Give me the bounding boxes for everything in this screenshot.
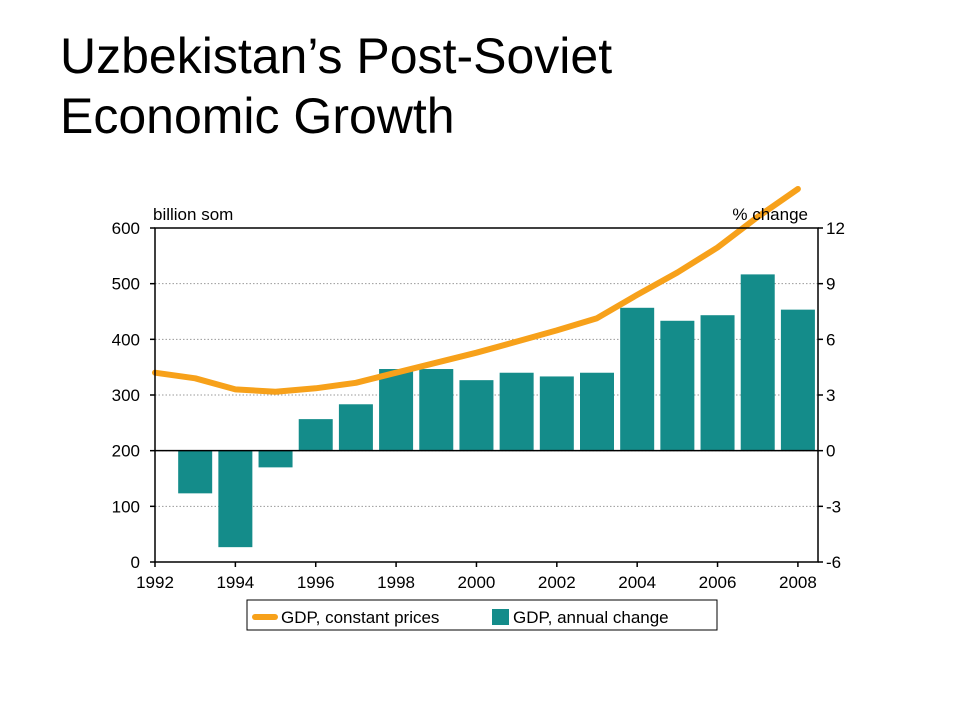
x-axis-tick-label: 1994 [216, 573, 254, 592]
bar-2003 [580, 372, 614, 451]
legend-swatch-bar [492, 609, 509, 625]
x-axis-tick-label: 2000 [458, 573, 496, 592]
bar-1997 [338, 404, 373, 451]
right-axis-tick-label: 12 [826, 219, 845, 238]
bar-series-gdp-annual-change [178, 274, 815, 548]
right-axis-tick-label: -3 [826, 497, 841, 516]
left-axis-unit-label: billion som [153, 205, 233, 224]
legend-box [246, 599, 718, 631]
left-axis-tick-label: 600 [112, 219, 140, 238]
bar-2006 [700, 315, 735, 451]
x-axis-tick-label: 2008 [779, 573, 817, 592]
bar-1993 [178, 450, 213, 494]
left-axis-tick-label: 100 [112, 497, 140, 516]
bar-2005 [660, 320, 695, 451]
right-axis-tick-label: -6 [826, 553, 841, 572]
right-axis-unit-label: % change [732, 205, 808, 224]
bar-1998 [379, 369, 414, 451]
bar-2002 [539, 376, 574, 451]
bar-1995 [258, 450, 293, 468]
gdp-constant-prices-line [152, 186, 801, 395]
right-axis-tick-label: 0 [826, 442, 835, 461]
x-axis-tick-label: 1998 [377, 573, 415, 592]
legend-label-gdp-annual-change: GDP, annual change [513, 608, 669, 627]
left-axis-tick-label: 300 [112, 386, 140, 405]
bar-2007 [740, 274, 775, 451]
left-axis-tick-label: 0 [131, 553, 140, 572]
slide-title-line-1: Uzbekistan’s Post-Soviet [60, 28, 613, 84]
bar-2001 [499, 372, 534, 451]
axis-ticks: 600 500 400 300 200 100 0 12 9 6 3 0 -3 -6 1992 1994 199… [112, 219, 845, 592]
legend: GDP, constant prices GDP, annual change [246, 599, 718, 631]
x-axis-tick-label: 2002 [538, 573, 576, 592]
bar-2000 [459, 380, 494, 451]
x-axis-tick-label: 1992 [136, 573, 174, 592]
legend-label-gdp-constant-prices: GDP, constant prices [281, 608, 439, 627]
slide-title: Uzbekistan’s Post-Soviet Economic Growth [60, 26, 920, 146]
left-axis-tick-label: 200 [112, 442, 140, 461]
x-axis-tick-label: 2004 [618, 573, 656, 592]
bar-1996 [298, 419, 333, 451]
right-axis-tick-label: 3 [826, 386, 835, 405]
right-axis-tick-label: 6 [826, 330, 835, 349]
x-axis-tick-label: 2006 [699, 573, 737, 592]
bar-1999 [419, 369, 454, 451]
left-axis-tick-label: 500 [112, 275, 140, 294]
left-axis-tick-label: 400 [112, 330, 140, 349]
right-axis-tick-label: 9 [826, 275, 835, 294]
line-series-gdp-constant-prices [152, 186, 801, 395]
bar-2004 [620, 307, 655, 451]
slide-title-line-2: Economic Growth [60, 88, 455, 144]
bar-2008 [780, 309, 815, 451]
bar-1994 [218, 450, 253, 548]
x-axis-tick-label: 1996 [297, 573, 335, 592]
